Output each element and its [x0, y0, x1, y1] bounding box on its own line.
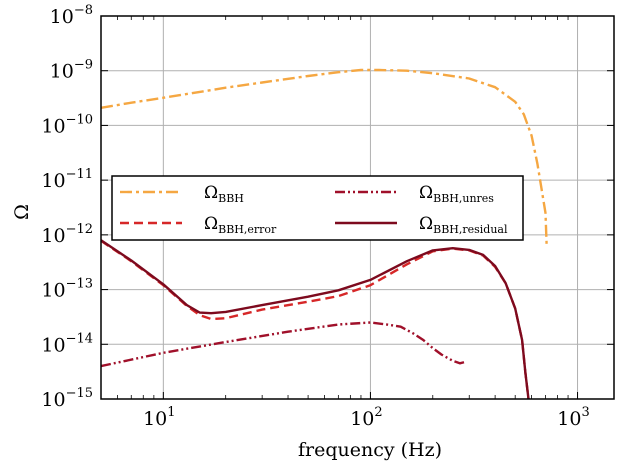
y-axis-title: Ω — [11, 204, 33, 220]
legend-label: ΩBBH,residual — [419, 214, 508, 236]
y-tick-label: 10−9 — [50, 58, 93, 83]
legend: ΩBBH ΩBBH,unres ΩBBH,error ΩBBH,residual — [111, 175, 524, 241]
series-line-bbh-residual — [100, 239, 530, 400]
plot-frame — [100, 15, 615, 400]
legend-label: ΩBBH,error — [204, 214, 277, 236]
x-tick-label: 101 — [143, 405, 175, 430]
x-axis-title: frequency (Hz) — [298, 439, 442, 461]
series-line-bbh-error — [100, 239, 530, 400]
legend-label: ΩBBH — [204, 183, 244, 205]
y-tick-label: 10−15 — [41, 386, 93, 411]
y-tick-label: 10−8 — [50, 3, 93, 28]
legend-box — [111, 175, 524, 241]
series-line-bbh — [100, 68, 548, 248]
legend-label: ΩBBH,unres — [419, 183, 494, 205]
series-line-bbh-unres — [100, 321, 467, 368]
series-layer — [100, 68, 548, 400]
tick-labels: 101 102 103 10−15 10−14 10−13 10−12 10−11 10−10 1… — [41, 3, 589, 430]
x-tick-label: 103 — [557, 405, 589, 430]
y-tick-label: 10−13 — [41, 277, 93, 302]
y-tick-label: 10−12 — [41, 222, 93, 247]
y-tick-label: 10−11 — [41, 167, 93, 192]
x-tick-label: 102 — [350, 405, 382, 430]
y-tick-label: 10−14 — [41, 331, 93, 356]
y-tick-label: 10−10 — [41, 112, 93, 137]
ticks — [100, 15, 614, 400]
